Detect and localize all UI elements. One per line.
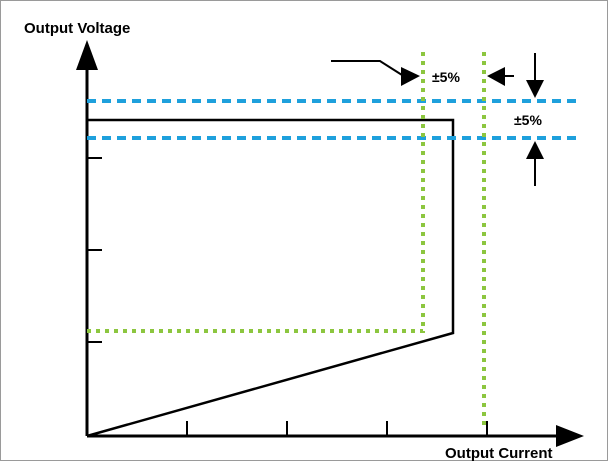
voltage-tolerance-label: ±5%: [514, 112, 542, 128]
voltage-tolerance-down-arrowhead: [526, 80, 544, 98]
current-tolerance-right-arrowhead: [487, 67, 505, 86]
voltage-tolerance-up-arrowhead: [526, 141, 544, 159]
y-axis-arrowhead: [76, 40, 98, 70]
current-tolerance-leader: [331, 60, 403, 76]
current-tolerance-label: ±5%: [432, 69, 460, 85]
vi-characteristic-curve: [86, 118, 455, 438]
x-axis-label: Output Current: [445, 445, 552, 461]
x-axis-arrowhead: [556, 425, 584, 447]
current-tolerance-left-arrowhead: [401, 67, 420, 86]
y-axis-label: Output Voltage: [24, 20, 130, 37]
